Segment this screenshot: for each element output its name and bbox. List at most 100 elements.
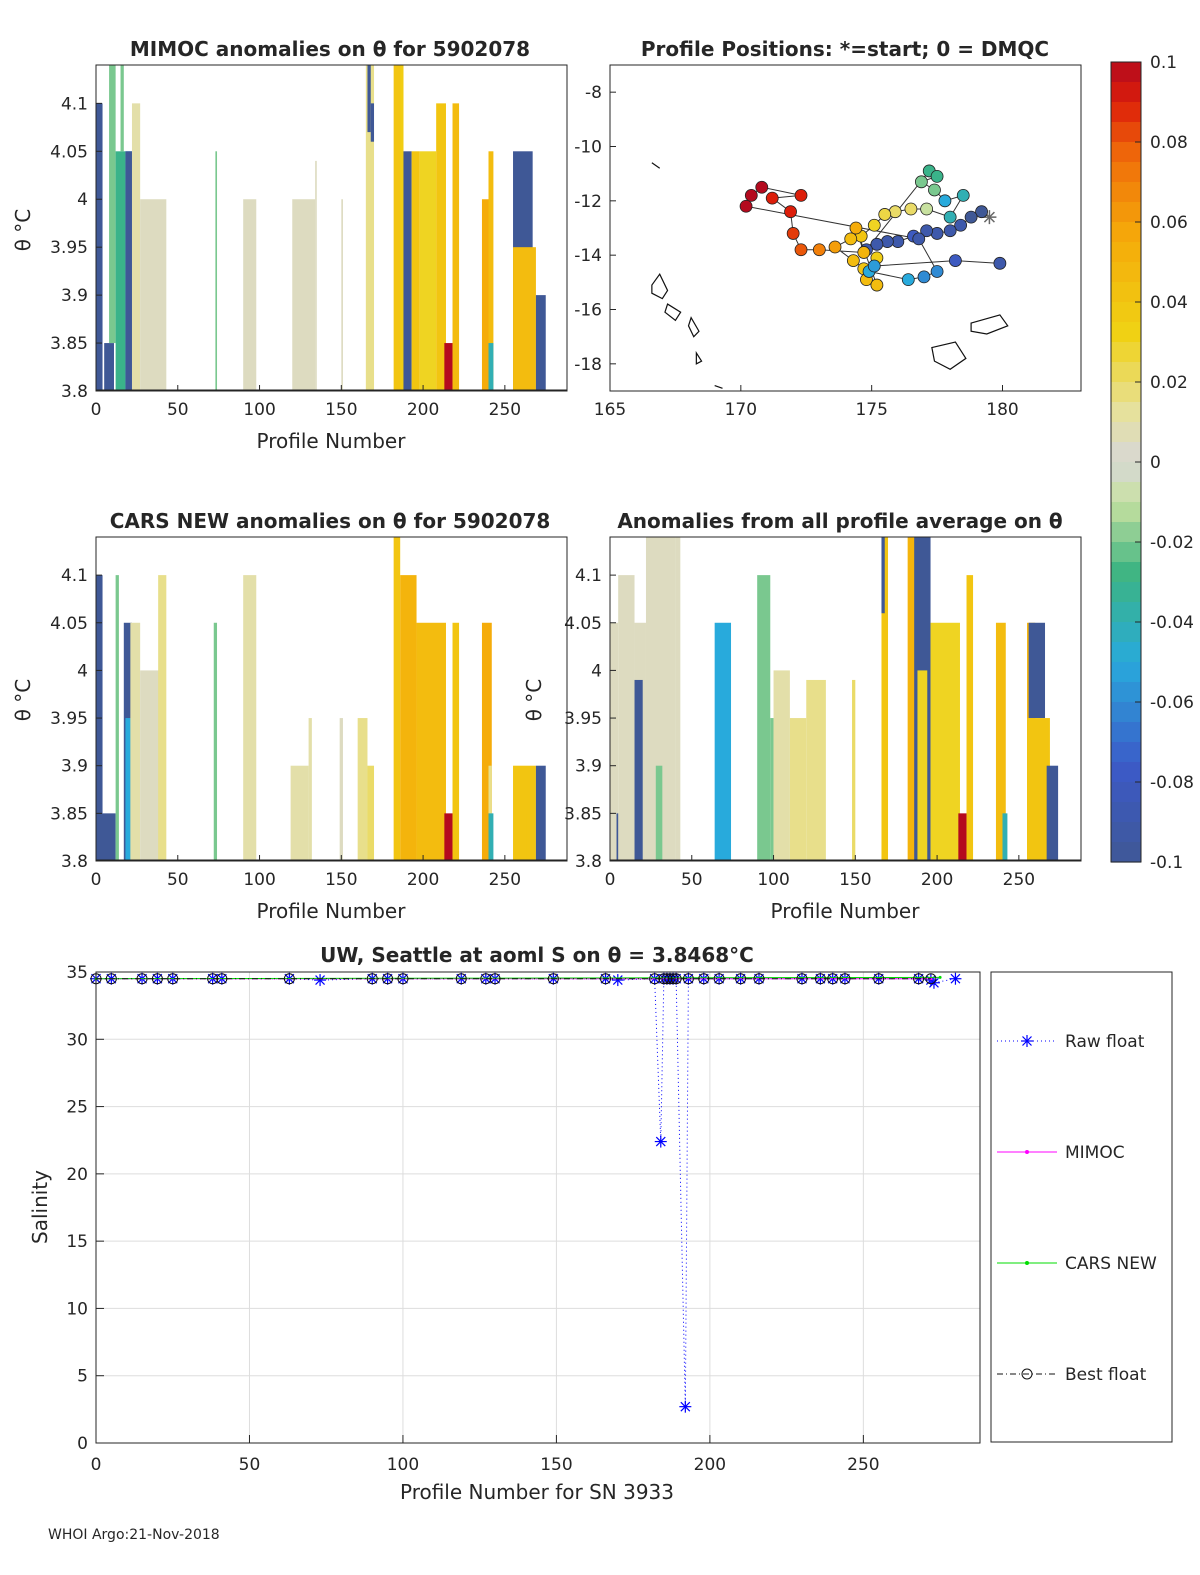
mimoc-cell (104, 343, 114, 391)
avg-cell (770, 718, 774, 861)
cars-cell (535, 765, 546, 861)
colorbar-tick-label: 0.02 (1150, 373, 1188, 393)
profile-marker (949, 254, 962, 268)
colorbar-band (1111, 822, 1141, 843)
avg-cell (714, 622, 732, 861)
legend-marker (1025, 1261, 1029, 1265)
best-float-point (661, 973, 673, 985)
island-outline (970, 314, 1009, 335)
profile-marker (794, 243, 808, 257)
colorbar-band (1111, 742, 1141, 763)
cars-ytick-label: 4 (77, 661, 88, 681)
profile-marker (870, 237, 884, 251)
positions-ytick-label: -8 (585, 83, 602, 103)
mimoc-xtick-label: 0 (91, 400, 102, 420)
salinity-xtick-label: 100 (387, 1455, 419, 1475)
positions-xtick-label: 180 (986, 400, 1018, 420)
colorbar-band (1111, 502, 1141, 523)
best-float-point (547, 973, 559, 985)
profile-marker (920, 224, 934, 238)
positions-ytick-label: -10 (574, 138, 602, 158)
positions-ytick-label: -12 (574, 192, 602, 212)
island-outline (931, 341, 967, 370)
cars-ytick-label: 4.05 (50, 614, 88, 634)
mimoc-cell (370, 103, 375, 142)
mimoc-cell (452, 103, 460, 392)
colorbar-band (1111, 542, 1141, 563)
colorbar-tick-label: 0.08 (1150, 133, 1188, 153)
avg-ytick-label: 3.95 (564, 709, 602, 729)
colorbar-tick-label: 0.1 (1150, 53, 1177, 73)
avg-y-ticks: 3.8 3.85 3.9 3.95 4 4.05 4.1 (564, 566, 616, 872)
positions-y-ticks: -8 -10 -12 -14 -16 -18 (574, 83, 616, 375)
mimoc-cell (115, 151, 126, 391)
mimoc-cell (444, 343, 453, 391)
colorbar-ticks: 0.1 0.08 0.06 0.04 0.02 0 -0.02 -0.04 -0.06 -0.08… (1135, 53, 1194, 873)
avg-ytick-label: 3.85 (564, 804, 602, 824)
cars-cell (367, 765, 375, 861)
cars-cell (125, 718, 132, 861)
cars-cell (243, 575, 257, 861)
mimoc-xtick-label: 150 (325, 400, 357, 420)
best-float-point (873, 973, 885, 985)
avg-cell (907, 537, 918, 861)
cars-cell (290, 765, 309, 861)
colorbar-band (1111, 802, 1141, 823)
profile-marker (755, 180, 769, 194)
positions-xtick-label: 170 (725, 400, 757, 420)
mimoc-ytick-label: 4.1 (61, 94, 88, 114)
legend-marker (1025, 1150, 1029, 1154)
profile-marker (849, 221, 863, 235)
profile-marker (880, 235, 894, 248)
best-float-point (682, 973, 694, 985)
profile-marker (930, 227, 944, 240)
colorbar-tick-label: 0 (1150, 453, 1161, 473)
cars-xtick-label: 200 (407, 870, 439, 890)
profile-marker (943, 210, 957, 224)
mimoc-cell (400, 65, 404, 391)
positions-axes-frame (609, 64, 1082, 392)
avg-cell (930, 622, 960, 861)
mimoc-ytick-label: 3.8 (61, 382, 88, 402)
avg-heatmap (610, 537, 1081, 861)
mimoc-cell (367, 65, 371, 133)
best-float-point (283, 973, 295, 985)
best-float-point (658, 973, 670, 985)
best-float-point (667, 973, 679, 985)
legend-marker (1021, 1368, 1033, 1380)
profile-marker (888, 205, 902, 219)
avg-ytick-label: 4.1 (575, 566, 602, 586)
raw-float-point (315, 975, 325, 985)
avg-cell (958, 813, 967, 861)
best-float-point (480, 973, 492, 985)
raw-float-point (680, 1401, 691, 1412)
best-float-point (382, 973, 394, 985)
profile-marker (917, 270, 931, 284)
colorbar-band (1111, 102, 1141, 123)
colorbar-band (1111, 602, 1141, 623)
best-float-point (753, 973, 765, 985)
salinity-ytick-label: 0 (77, 1434, 88, 1454)
best-float-point (735, 973, 747, 985)
colorbar-band (1111, 242, 1141, 263)
salinity-ytick-label: 30 (66, 1030, 88, 1050)
mimoc-title: MIMOC anomalies on θ for 5902078 (130, 37, 530, 61)
profile-marker (844, 232, 858, 246)
salinity-xtick-label: 250 (847, 1455, 879, 1475)
colorbar-band (1111, 402, 1141, 423)
cars-xlabel: Profile Number (257, 899, 407, 923)
best-float-point (796, 973, 808, 985)
profile-marker (846, 254, 860, 268)
salinity-xtick-label: 50 (239, 1455, 261, 1475)
mimoc-xtick-label: 250 (489, 400, 521, 420)
avg-cell (773, 670, 790, 861)
mimoc-heatmap (96, 65, 567, 392)
profile-marker (912, 232, 926, 246)
salinity-ytick-label: 20 (66, 1165, 88, 1185)
cars-cell (158, 575, 167, 861)
profile-marker (904, 202, 918, 216)
colorbar-band (1111, 462, 1141, 483)
profile-marker (794, 188, 808, 202)
avg-cell (618, 575, 635, 861)
profile-marker (920, 202, 934, 216)
